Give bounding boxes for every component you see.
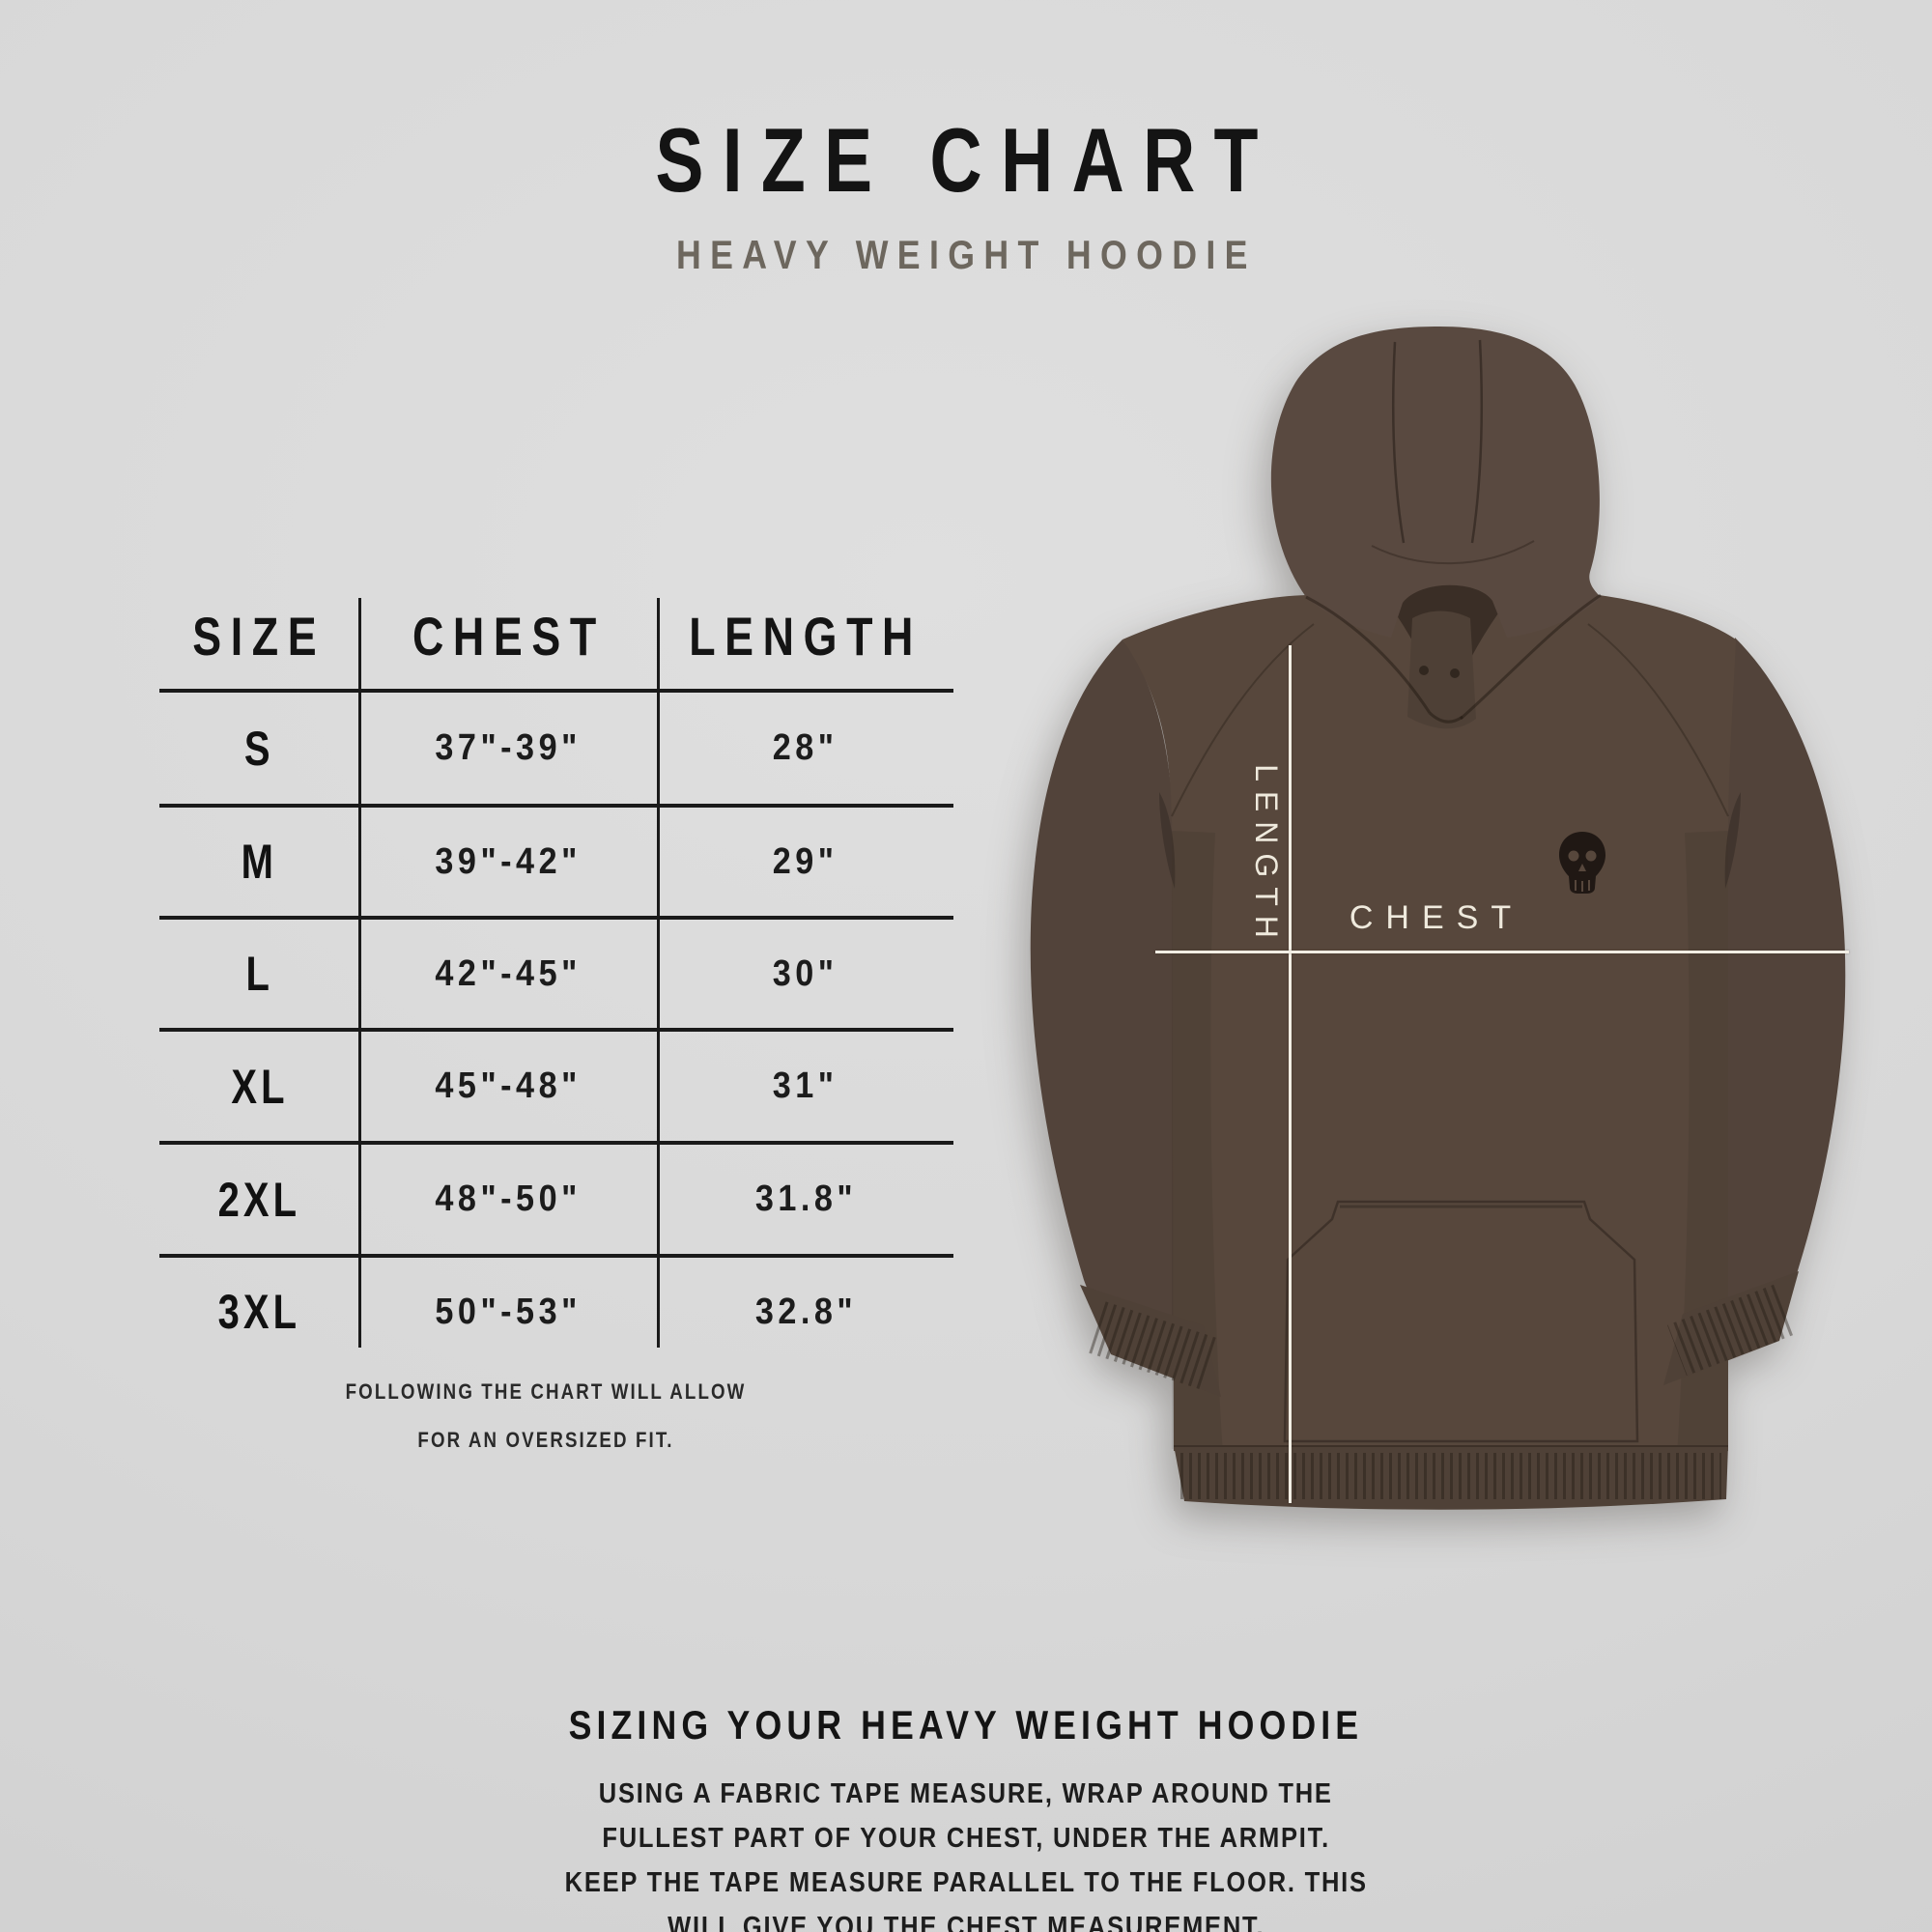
page-title-text: SIZE CHART (655, 109, 1277, 211)
hem-band (1174, 1445, 1728, 1510)
hood-seam (1470, 339, 1483, 544)
chest-cell: 39"-42" (435, 840, 582, 882)
raglan-seam-right (1587, 623, 1729, 817)
placket (1407, 611, 1476, 729)
oversized-fit-note: FOLLOWING THE CHART WILL ALLOW FOR AN OV… (208, 1368, 884, 1464)
hood-drape-edge (1460, 593, 1602, 721)
raglan-seam-left (1171, 623, 1315, 817)
hood (1270, 327, 1601, 638)
size-cell: XL (230, 1059, 289, 1114)
column-header-size: SIZE (192, 606, 327, 667)
kangaroo-pocket (1283, 1200, 1639, 1443)
table-rule-3 (159, 916, 953, 920)
length-measure-line (1289, 645, 1292, 1503)
sizing-guide-line: WILL GIVE YOU THE CHEST MEASUREMENT. (667, 1912, 1265, 1932)
page-subtitle-text: HEAVY WEIGHT HOODIE (675, 232, 1257, 277)
note-line-1: FOLLOWING THE CHART WILL ALLOW (345, 1379, 747, 1404)
table-rule-6 (159, 1254, 953, 1258)
table-rule-4 (159, 1028, 953, 1032)
length-cell: 31.8" (754, 1179, 857, 1219)
left-cuff (1080, 1285, 1221, 1397)
sizing-guide: SIZING YOUR HEAVY WEIGHT HOODIE USING A … (0, 1702, 1932, 1932)
length-cell: 31" (773, 1065, 838, 1106)
size-cell: S (244, 721, 274, 776)
chest-cell: 42"-45" (435, 952, 582, 994)
table-divider-vertical-2 (657, 598, 660, 1348)
column-header-length: LENGTH (689, 606, 923, 667)
page-subtitle: HEAVY WEIGHT HOODIE (0, 232, 1932, 278)
table-row: S 37"-39" 28" (159, 693, 953, 804)
sizing-guide-line: KEEP THE TAPE MEASURE PARALLEL TO THE FL… (564, 1867, 1368, 1898)
table-rule-5 (159, 1141, 953, 1145)
hood-seam (1392, 341, 1406, 544)
table-row: L 42"-45" 30" (159, 920, 953, 1028)
table-divider-vertical-1 (358, 598, 361, 1348)
length-cell: 29" (773, 840, 838, 882)
chest-cell: 37"-39" (435, 727, 582, 768)
sizing-guide-line: FULLEST PART OF YOUR CHEST, UNDER THE AR… (602, 1823, 1330, 1854)
table-rule-1 (159, 689, 953, 693)
table-row: XL 45"-48" 31" (159, 1032, 953, 1141)
hood-drape-edge (1305, 595, 1432, 714)
chest-label: CHEST (1349, 899, 1524, 936)
column-header-chest: CHEST (412, 606, 606, 667)
table-row: 2XL 48"-50" 31.8" (159, 1145, 953, 1254)
page-title: SIZE CHART (0, 108, 1932, 213)
sizing-guide-heading: SIZING YOUR HEAVY WEIGHT HOODIE (568, 1702, 1364, 1747)
size-cell: 2XL (217, 1172, 301, 1227)
skull-logo-icon (1559, 832, 1605, 894)
chest-cell: 50"-53" (435, 1291, 582, 1332)
length-label: LENGTH (1249, 764, 1284, 948)
table-row: 3XL 50"-53" 32.8" (159, 1258, 953, 1366)
chest-cell: 48"-50" (435, 1179, 582, 1219)
length-cell: 30" (773, 952, 838, 994)
hoodie-illustration (1030, 327, 1846, 1510)
size-cell: L (245, 947, 273, 1001)
right-cuff (1663, 1271, 1799, 1385)
sizing-guide-line: USING A FABRIC TAPE MEASURE, WRAP AROUND… (599, 1778, 1333, 1809)
snap-button (1450, 668, 1460, 678)
note-line-2: FOR AN OVERSIZED FIT. (417, 1428, 674, 1452)
table-rule-2 (159, 804, 953, 808)
chest-measure-line (1155, 951, 1849, 953)
table-row: M 39"-42" 29" (159, 808, 953, 916)
length-cell: 32.8" (754, 1291, 857, 1332)
size-cell: 3XL (217, 1285, 301, 1339)
snap-button (1419, 666, 1429, 675)
length-cell: 28" (773, 727, 838, 768)
chest-cell: 45"-48" (435, 1065, 582, 1106)
size-cell: M (241, 835, 278, 889)
